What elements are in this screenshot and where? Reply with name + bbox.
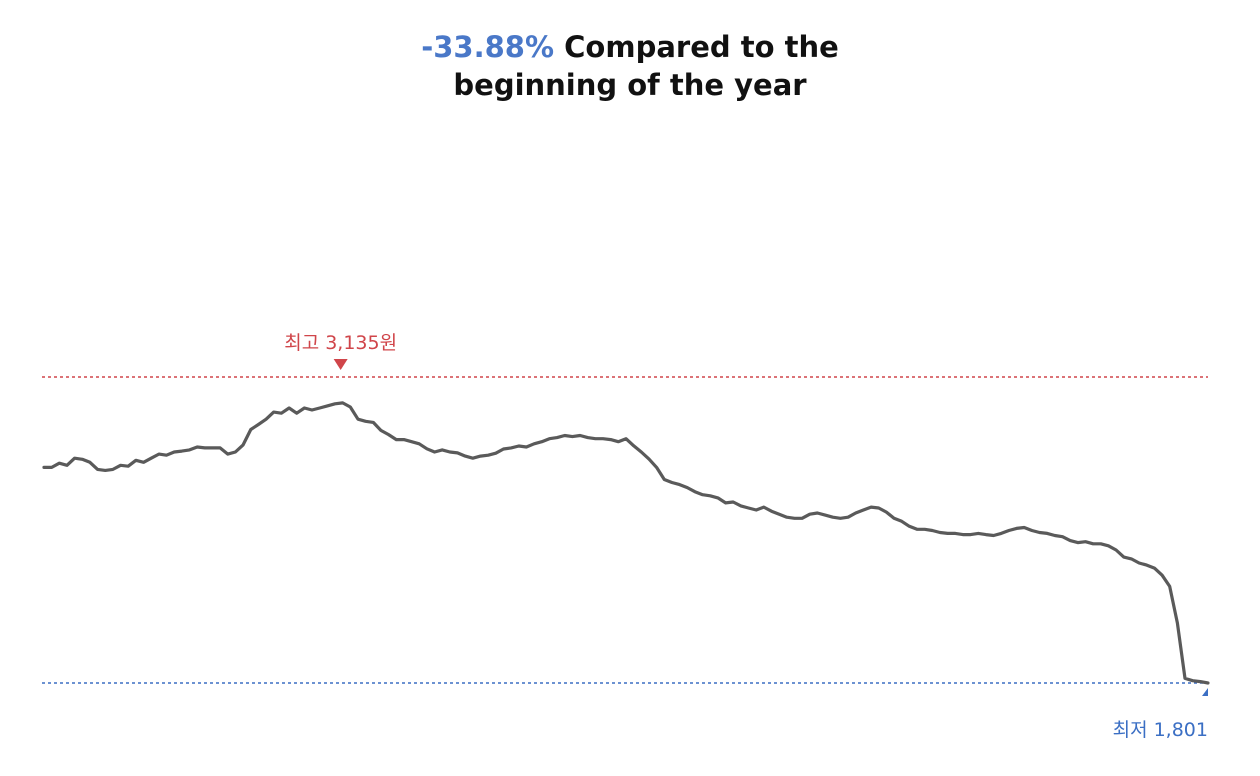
chart-title: -33.88% Compared to the beginning of the…: [0, 28, 1260, 104]
title-change-percent: -33.88%: [421, 30, 555, 64]
low-marker-triangle: [1202, 688, 1208, 696]
price-series-line: [42, 401, 1210, 685]
low-price-label: 최저 1,801: [1113, 719, 1208, 741]
high-price-label: 최고 3,135원: [284, 332, 397, 354]
title-line1-text: Compared to the: [564, 30, 839, 64]
title-line2-text: beginning of the year: [453, 68, 807, 102]
high-marker-triangle: [333, 359, 348, 370]
